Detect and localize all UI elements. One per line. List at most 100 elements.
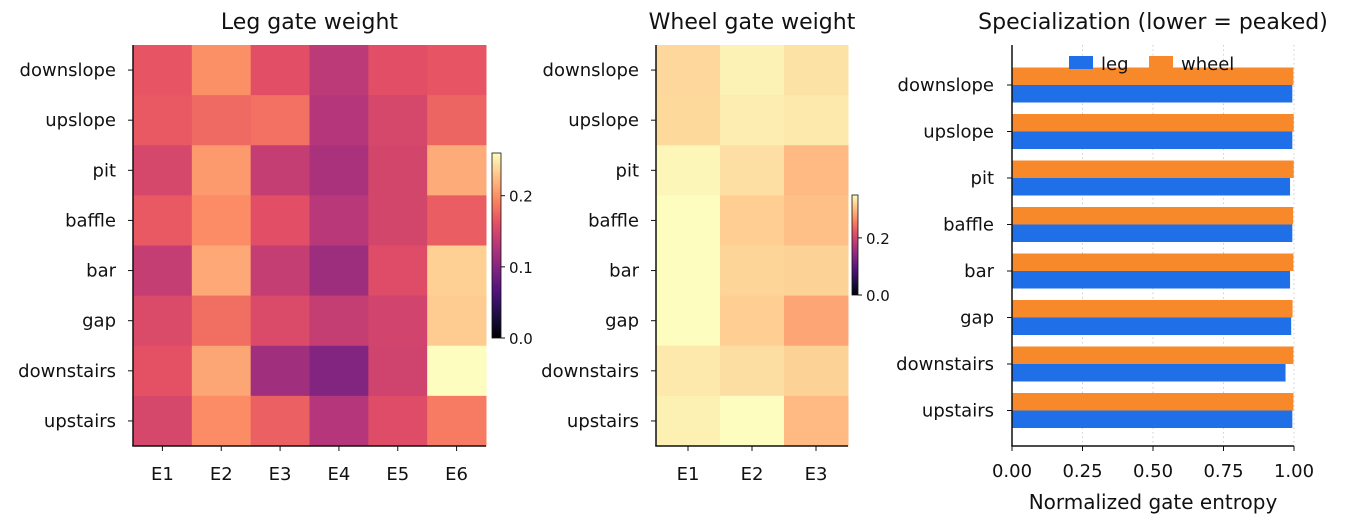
heatmap-cell xyxy=(191,145,252,196)
heatmap-cell xyxy=(191,95,252,146)
heatmap-cell xyxy=(191,195,252,246)
row-label: downstairs xyxy=(541,361,639,382)
heatmap-cell xyxy=(191,295,252,347)
heatmap-cell xyxy=(784,145,849,196)
column-label: E1 xyxy=(151,464,174,485)
legend-swatch-wheel xyxy=(1149,56,1173,69)
heatmap-cell xyxy=(133,245,193,297)
heatmap-cell xyxy=(133,45,193,96)
row-label: upslope xyxy=(568,110,639,131)
row-label: upstairs xyxy=(567,411,639,432)
bar-wheel xyxy=(1012,393,1294,411)
heatmap-cell xyxy=(427,195,487,246)
x-tick-label: 0.00 xyxy=(992,461,1032,482)
legend: leg wheel xyxy=(1069,54,1234,75)
heatmap-cell xyxy=(720,145,785,196)
row-label: upstairs xyxy=(44,411,116,432)
heatmap-cell xyxy=(133,295,193,347)
legend-swatch-leg xyxy=(1069,56,1093,69)
heatmap-cell xyxy=(427,295,487,347)
column-label: E3 xyxy=(805,464,828,485)
heatmap-cell xyxy=(191,245,252,297)
row-label: baffle xyxy=(588,210,639,231)
row-label: downslope xyxy=(543,60,639,81)
colorbar-tick-label: 0.2 xyxy=(866,230,890,248)
colorbar xyxy=(851,194,859,296)
heatmap-cell xyxy=(784,45,849,96)
heatmap-cell xyxy=(133,145,193,196)
heatmap-cell xyxy=(427,245,487,297)
heatmap-cell xyxy=(656,95,721,146)
heatmap-cell xyxy=(250,45,310,96)
bar-leg xyxy=(1012,364,1286,382)
bar-wheel xyxy=(1012,114,1294,132)
heatmap-cell xyxy=(656,245,721,297)
row-label: bar xyxy=(609,261,639,282)
row-label: downstairs xyxy=(18,361,116,382)
row-label: bar xyxy=(86,261,116,282)
heatmap-cell xyxy=(427,395,487,447)
row-label: upslope xyxy=(45,110,116,131)
bar-wheel xyxy=(1012,253,1294,271)
heatmap-cell xyxy=(368,195,428,246)
heatmap-cell xyxy=(656,145,721,196)
row-label: pit xyxy=(616,160,639,181)
heatmap-cell xyxy=(784,295,849,347)
x-tick-label: 0.25 xyxy=(1062,461,1102,482)
heatmap-cell xyxy=(191,345,252,397)
heatmap-cell xyxy=(191,395,252,447)
heatmap-cell xyxy=(309,45,369,96)
bar-leg xyxy=(1012,85,1293,103)
column-label: E3 xyxy=(269,464,292,485)
colorbar-tick-label: 0.1 xyxy=(509,259,533,277)
heatmap-cell xyxy=(309,295,369,347)
heatmap-cell xyxy=(368,245,428,297)
heatmap-0: Leg gate weight downslope upslope pit baffle… xyxy=(18,10,533,485)
bar-wheel xyxy=(1012,300,1293,318)
row-label: pit xyxy=(93,160,116,181)
heatmap-cell xyxy=(309,395,369,447)
heatmap-cell xyxy=(368,295,428,347)
row-label: gap xyxy=(82,311,116,332)
heatmap-cell xyxy=(250,195,310,246)
bar-leg xyxy=(1012,271,1291,289)
x-tick-label: 1.00 xyxy=(1274,461,1314,482)
heatmap-cell xyxy=(427,95,487,146)
heatmap-cell xyxy=(309,345,369,397)
bar-chart-title: Specialization (lower = peaked) xyxy=(978,10,1328,35)
bar-leg xyxy=(1012,224,1293,242)
heatmap-cell xyxy=(133,195,193,246)
heatmap-cell xyxy=(368,345,428,397)
category-label: baffle xyxy=(943,215,994,236)
x-tick-label: 0.50 xyxy=(1133,461,1173,482)
legend-label-wheel: wheel xyxy=(1181,54,1234,75)
heatmap-cell xyxy=(309,195,369,246)
heatmap-cell xyxy=(309,145,369,196)
bar-wheel xyxy=(1012,207,1294,225)
heatmap-cell xyxy=(368,45,428,96)
heatmap-cell xyxy=(250,395,310,447)
heatmap-cell xyxy=(133,345,193,397)
colorbar-tick-label: 0.0 xyxy=(866,287,890,305)
bar-wheel xyxy=(1012,160,1294,178)
category-label: downstairs xyxy=(896,354,994,375)
heatmap-cell xyxy=(250,95,310,146)
heatmap-cell xyxy=(656,395,721,447)
bar-wheel xyxy=(1012,346,1294,364)
x-axis-label: Normalized gate entropy xyxy=(1029,490,1278,514)
bar-leg xyxy=(1012,317,1292,335)
heatmap-cell xyxy=(191,45,252,96)
x-tick-label: 0.75 xyxy=(1203,461,1243,482)
column-label: E6 xyxy=(445,464,468,485)
column-label: E2 xyxy=(741,464,764,485)
legend-label-leg: leg xyxy=(1101,54,1129,75)
heatmap-cell xyxy=(720,95,785,146)
heatmap-cell xyxy=(720,195,785,246)
heatmap-cell xyxy=(133,395,193,447)
row-label: gap xyxy=(605,311,639,332)
category-label: upstairs xyxy=(922,401,994,422)
heatmap-cell xyxy=(133,95,193,146)
category-label: downslope xyxy=(898,75,994,96)
colorbar xyxy=(491,152,502,339)
